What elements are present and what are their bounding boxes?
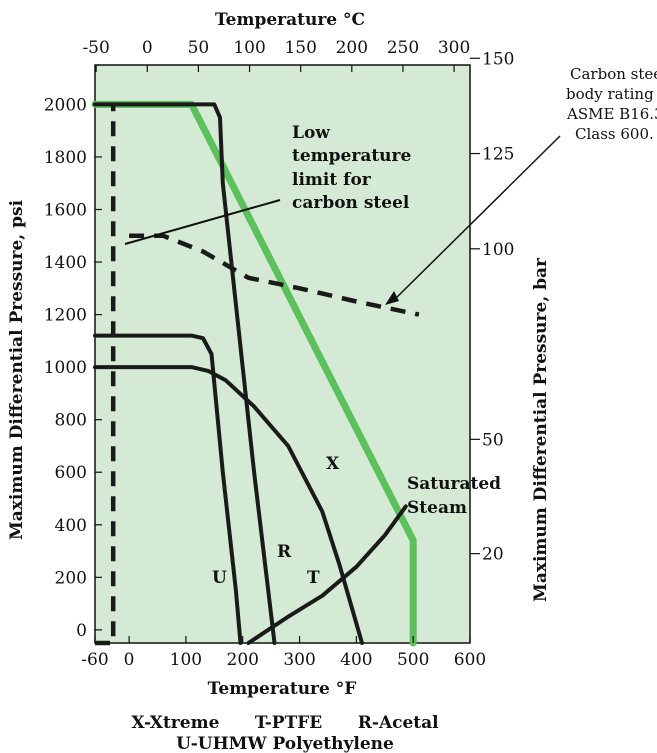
- x-bottom-tick-label: 0: [124, 650, 135, 670]
- svg-text:Low: Low: [292, 123, 330, 143]
- series-line-unnamed-6: [246, 504, 408, 645]
- ticks-layer: -60 0 100 200 300 400 500 600-50 0 50 100 150 200 250…: [44, 38, 515, 670]
- legend-line-2: U-UHMW Polyethylene: [176, 734, 394, 753]
- x-bottom-tick-label: 300: [283, 650, 315, 670]
- series-line-t: [93, 365, 364, 645]
- low-temperature-pointer: [124, 199, 281, 245]
- y-right-tick-label: 20: [482, 545, 504, 565]
- saturated-steam-label-1: Saturated: [407, 474, 501, 494]
- carbon-steel-pointer: [391, 135, 561, 303]
- y-right-tick-label: 125: [482, 145, 514, 165]
- y-left-tick-label: 1000: [44, 358, 87, 378]
- series-line-unnamed-5: [129, 233, 420, 317]
- curve-label-u: U: [212, 568, 227, 588]
- low-temperature-annotation: Low temperature limit for carbon steel: [124, 123, 411, 245]
- right-axis-title: Maximum Differential Pressure, bar: [531, 257, 551, 602]
- top-axis-title: Temperature °C: [215, 10, 365, 30]
- y-left-tick-label: 200: [55, 568, 87, 588]
- series-line-r: [93, 102, 277, 645]
- y-left-tick-label: 0: [76, 621, 87, 641]
- x-top-tick-label: 250: [387, 38, 419, 58]
- x-bottom-tick-label: 200: [227, 650, 259, 670]
- svg-text:carbon steel: carbon steel: [292, 193, 410, 213]
- y-left-tick-label: 1600: [44, 201, 87, 221]
- y-right-tick-label: 50: [482, 430, 504, 450]
- plot-area: [94, 64, 471, 644]
- y-left-tick-label: 600: [55, 463, 87, 483]
- carbon-steel-rating-annotation: Carbon steel body rating for ASME B16.34…: [385, 65, 657, 305]
- series-layer: [91, 100, 420, 647]
- saturated-steam-label-2: Steam: [407, 498, 467, 518]
- svg-text:body rating for: body rating for: [566, 85, 657, 103]
- svg-text:temperature: temperature: [292, 146, 411, 166]
- x-top-tick-label: 100: [233, 38, 265, 58]
- x-top-tick-label: -50: [82, 38, 109, 58]
- x-top-tick-label: 150: [284, 38, 316, 58]
- series-line-u: [93, 333, 243, 645]
- y-left-tick-label: 1200: [44, 306, 87, 326]
- svg-text:ASME B16.34: ASME B16.34: [566, 105, 657, 123]
- x-bottom-tick-label: 500: [397, 650, 429, 670]
- x-bottom-tick-label: 100: [170, 650, 202, 670]
- x-bottom-tick-label: 400: [340, 650, 372, 670]
- x-top-tick-label: 0: [142, 38, 153, 58]
- svg-text:Class 600.: Class 600.: [575, 125, 654, 143]
- x-bottom-tick-label: -60: [81, 650, 108, 670]
- y-right-tick-label: 150: [482, 49, 514, 69]
- svg-text:limit for: limit for: [292, 170, 372, 190]
- curve-label-x: X: [326, 454, 340, 474]
- legend-line-1: X-Xtreme T-PTFE R-Acetal: [131, 713, 439, 733]
- y-left-tick-label: 1800: [44, 148, 87, 168]
- svg-text:Carbon steel: Carbon steel: [570, 65, 657, 83]
- x-top-tick-label: 50: [188, 38, 210, 58]
- x-top-tick-label: 300: [438, 38, 470, 58]
- y-left-tick-label: 1400: [44, 253, 87, 273]
- x-bottom-tick-label: 600: [454, 650, 486, 670]
- left-axis-title: Maximum Differential Pressure, psi: [7, 199, 27, 540]
- y-left-tick-label: 800: [55, 411, 87, 431]
- curve-label-r: R: [277, 542, 292, 562]
- y-left-tick-label: 400: [55, 516, 87, 536]
- bottom-axis-title: Temperature °F: [208, 679, 357, 699]
- curve-label-t: T: [307, 568, 320, 588]
- series-line-unnamed-4: [95, 104, 116, 646]
- y-left-tick-label: 2000: [44, 95, 87, 115]
- y-right-tick-label: 100: [482, 240, 514, 260]
- x-top-tick-label: 200: [336, 38, 368, 58]
- arrowhead-icon: [385, 291, 399, 305]
